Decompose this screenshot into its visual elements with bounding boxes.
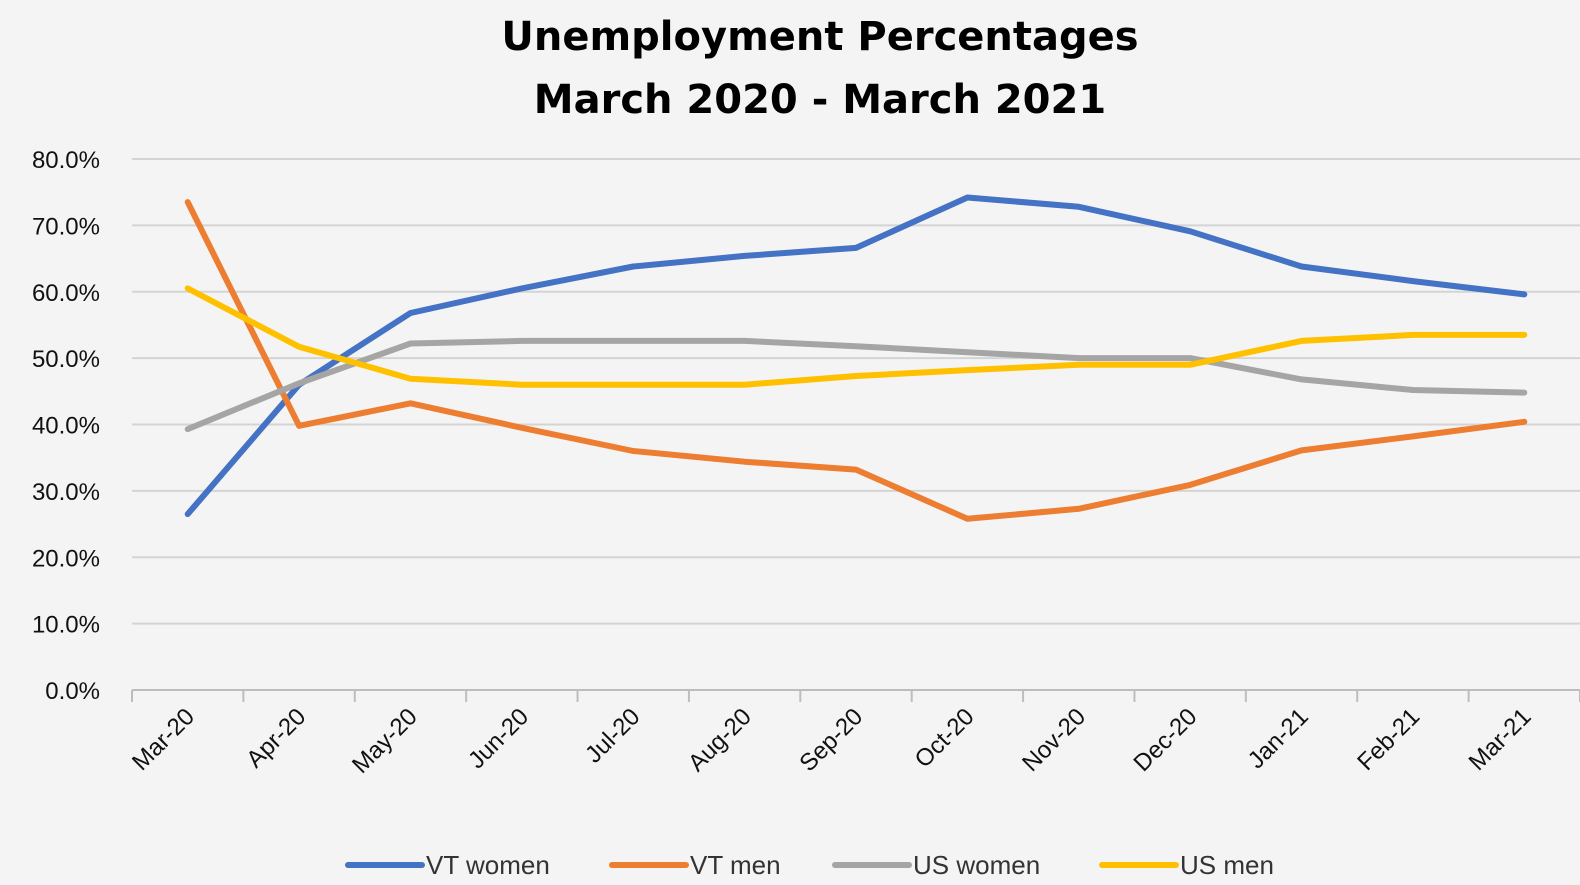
x-tick-label: Aug-20 [683,703,757,777]
x-tick-label: May-20 [347,703,423,779]
gridlines [132,158,1580,625]
x-tick-label: Mar-21 [1464,703,1537,776]
legend: VT women VT men US women US men [345,850,1274,880]
x-tick-label: Jun-20 [463,703,534,774]
legend-label-vt-men: VT men [690,850,781,880]
chart-title-line-2: March 2020 - March 2021 [534,77,1106,123]
y-axis-tick-labels: 0.0% 10.0% 20.0% 30.0% 40.0% 50.0% 60.0% 70.0% 8… [32,147,100,705]
y-tick-label: 30.0% [32,479,100,506]
x-axis [131,689,1580,702]
y-tick-label: 50.0% [32,346,100,373]
y-tick-label: 0.0% [45,678,100,705]
series-line-us-men [184,285,1528,388]
x-tick-label: Feb-21 [1352,703,1425,776]
series-lines [184,194,1528,522]
series-line-us-women [184,337,1528,433]
y-tick-label: 10.0% [32,612,100,639]
chart-title-line-1: Unemployment Percentages [501,14,1138,60]
legend-label-us-men: US men [1180,850,1274,880]
series-line-vt-men [184,199,1528,522]
legend-label-vt-women: VT women [426,850,550,880]
x-tick-label: Apr-20 [241,703,311,773]
series-line-vt-women [184,194,1528,518]
x-tick-label: Oct-20 [910,703,980,773]
x-tick-label: Jan-21 [1243,703,1314,774]
y-tick-label: 60.0% [32,280,100,307]
x-tick-label: Dec-20 [1129,703,1203,777]
y-tick-label: 20.0% [32,545,100,572]
x-tick-label: Sep-20 [794,703,868,777]
y-tick-label: 40.0% [32,413,100,440]
x-tick-label: Nov-20 [1017,703,1091,777]
x-axis-tick-labels: Mar-20 Apr-20 May-20 Jun-20 Jul-20 Aug-20 Sep-… [127,703,1536,779]
y-tick-label: 70.0% [32,213,100,240]
y-tick-label: 80.0% [32,147,100,174]
x-tick-label: Mar-20 [127,703,200,776]
x-tick-label: Jul-20 [580,703,645,768]
legend-label-us-women: US women [913,850,1040,880]
